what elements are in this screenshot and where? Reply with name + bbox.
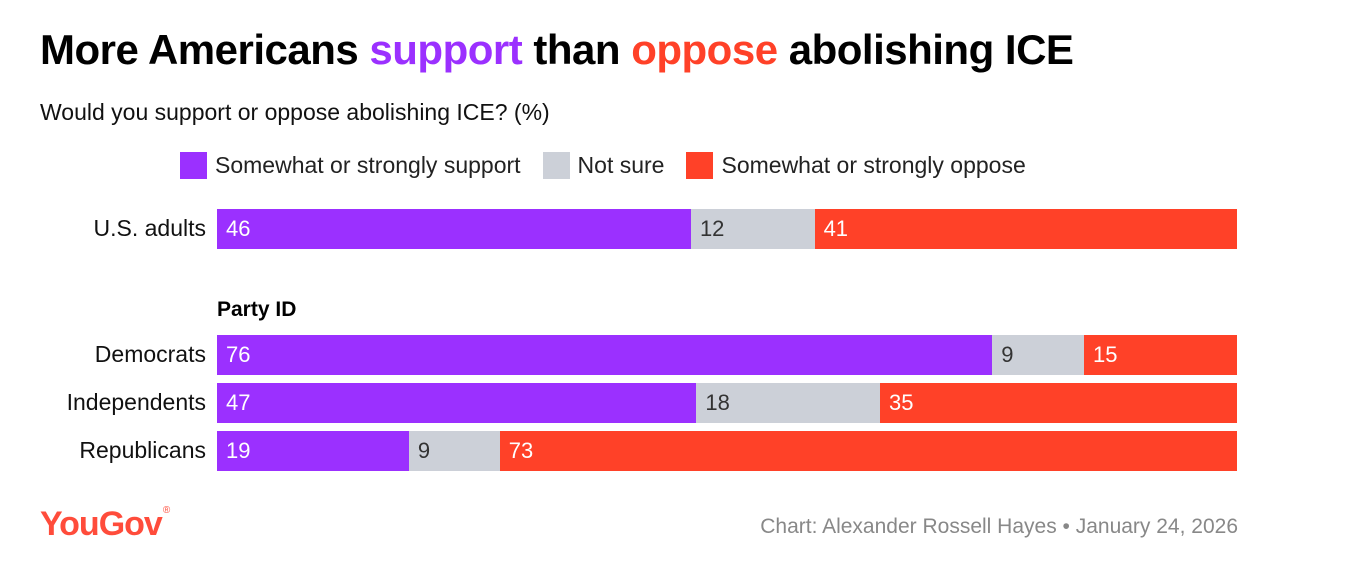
data-label-support: 46	[226, 216, 251, 241]
legend-label-oppose: Somewhat or strongly oppose	[721, 152, 1026, 178]
row-label-democrats: Democrats	[94, 341, 206, 367]
bar-independents: 47 18 35	[217, 383, 1237, 423]
bar-segment-oppose: 73	[499, 431, 1237, 471]
data-label-oppose: 15	[1092, 342, 1118, 367]
data-label-oppose: 41	[823, 216, 849, 241]
data-label-support: 47	[226, 390, 251, 415]
legend: Somewhat or strongly support Not sure So…	[180, 152, 1048, 179]
title-support-word: support	[369, 26, 523, 73]
bar-segment-not-sure: 18	[696, 383, 880, 423]
row-label-independents: Independents	[66, 389, 206, 415]
bar-segment-not-sure: 12	[690, 209, 815, 249]
title-part2: than	[522, 26, 632, 73]
legend-swatch-oppose	[686, 152, 714, 179]
legend-label-support: Somewhat or strongly support	[215, 152, 521, 178]
legend-label-not-sure: Not sure	[577, 152, 665, 178]
title-oppose-word: oppose	[631, 26, 778, 73]
bar-segment-support: 19	[217, 431, 409, 471]
title-part3: abolishing ICE	[777, 26, 1074, 73]
row-label-us-adults: U.S. adults	[93, 215, 207, 241]
title-part1: More Americans	[40, 26, 370, 73]
bar-democrats: 76 9 15	[217, 335, 1237, 375]
logo-text: YouGov	[40, 505, 163, 543]
bar-segment-support: 76	[217, 335, 993, 375]
group-label-party-id: Party ID	[217, 298, 297, 321]
data-label-not-sure: 9	[417, 438, 431, 463]
data-label-not-sure: 18	[705, 390, 730, 415]
bar-us-adults: 46 12 41	[217, 209, 1237, 249]
legend-swatch-not-sure	[542, 152, 570, 179]
row-label-republicans: Republicans	[79, 437, 206, 463]
data-label-not-sure: 12	[699, 216, 725, 241]
legend-item-oppose: Somewhat or strongly oppose	[686, 152, 1026, 179]
bar-republicans: 19 9 73	[217, 431, 1237, 471]
bar-segment-not-sure: 9	[992, 335, 1084, 375]
bar-segment-support: 47	[217, 383, 697, 423]
bar-segment-oppose: 15	[1083, 335, 1237, 375]
data-label-support: 76	[226, 342, 251, 367]
bar-segment-not-sure: 9	[408, 431, 500, 471]
legend-item-not-sure: Not sure	[542, 152, 665, 179]
legend-item-support: Somewhat or strongly support	[180, 152, 521, 179]
data-label-not-sure: 9	[1001, 342, 1014, 367]
data-label-oppose: 35	[888, 390, 914, 415]
logo-trademark: ®	[162, 505, 170, 516]
yougov-logo: YouGov®	[40, 505, 170, 544]
chart-credit: Chart: Alexander Rossell Hayes • January…	[760, 515, 1238, 538]
bar-segment-oppose: 35	[879, 383, 1237, 423]
legend-swatch-support	[180, 152, 207, 179]
data-label-support: 19	[226, 438, 251, 463]
bar-segment-support: 46	[217, 209, 691, 249]
chart-subtitle: Would you support or oppose abolishing I…	[40, 99, 550, 125]
chart-title: More Americans support than oppose aboli…	[40, 26, 1074, 74]
data-label-oppose: 73	[508, 438, 534, 463]
bar-segment-oppose: 41	[814, 209, 1237, 249]
